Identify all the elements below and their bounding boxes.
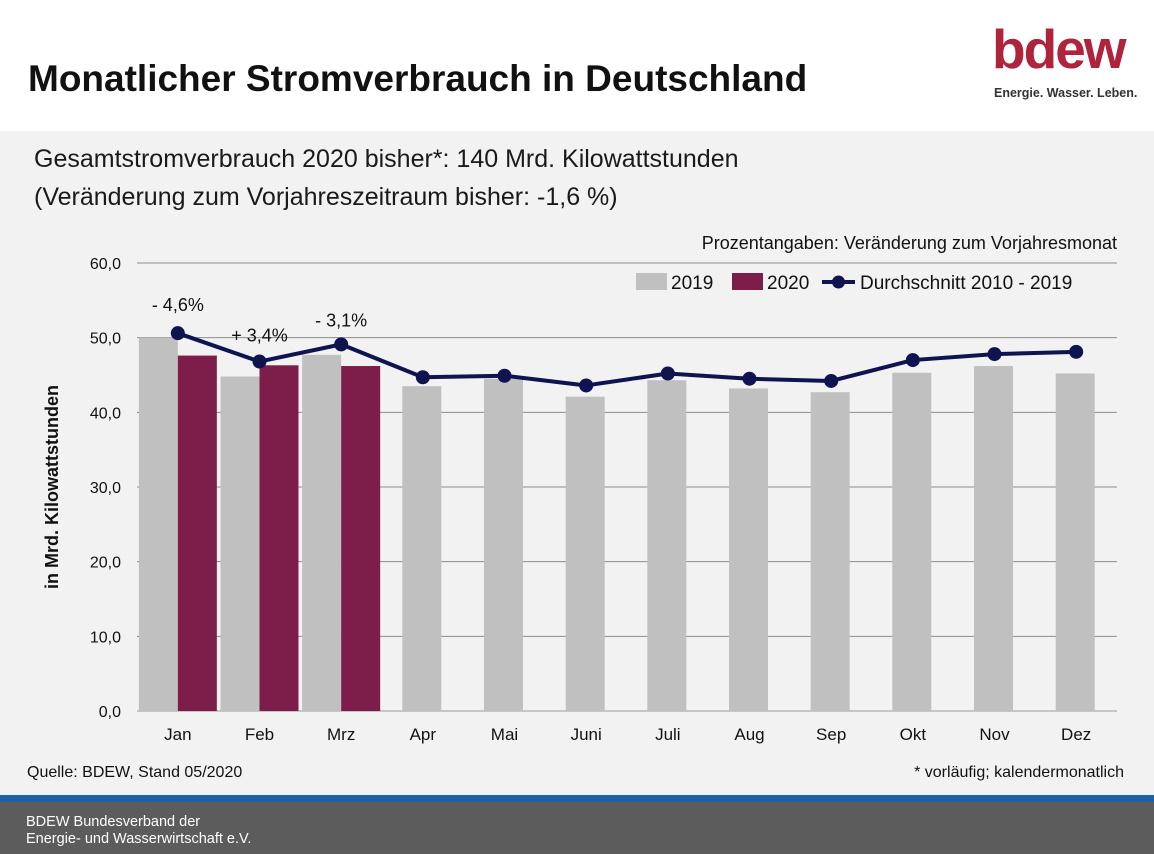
x-tick-label: Feb <box>245 725 274 744</box>
subtitle-line-2: (Veränderung zum Vorjahreszeitraum bishe… <box>34 183 618 211</box>
average-point <box>334 337 349 352</box>
page-title: Monatlicher Stromverbrauch in Deutschlan… <box>28 58 808 99</box>
average-point <box>415 370 430 385</box>
bar-2019 <box>647 380 687 711</box>
average-point <box>742 371 757 386</box>
change-annotation: + 3,4% <box>231 326 288 346</box>
x-tick-label: Apr <box>410 725 437 744</box>
legend-swatch-2020 <box>732 273 763 290</box>
x-tick-label: Mai <box>491 725 518 744</box>
footnote: * vorläufig; kalendermonatlich <box>914 764 1124 781</box>
x-tick-label: Aug <box>734 725 764 744</box>
y-tick-label: 50,0 <box>90 331 121 348</box>
footer: BDEW Bundesverband der Energie- und Wass… <box>0 802 1154 854</box>
chart-note: Prozentangaben: Veränderung zum Vorjahre… <box>702 233 1117 253</box>
bdew-logo: bdew <box>992 18 1127 80</box>
y-tick-label: 30,0 <box>90 480 121 497</box>
x-tick-label: Jan <box>164 725 191 744</box>
bar-2019 <box>810 392 850 711</box>
x-tick-label: Nov <box>979 725 1010 744</box>
bar-2019 <box>729 388 768 711</box>
bar-2019 <box>974 366 1013 711</box>
bar-2019 <box>302 354 342 711</box>
footer-accent-line <box>0 795 1154 802</box>
y-tick-label: 20,0 <box>90 555 121 572</box>
average-point <box>252 354 267 369</box>
logo-tagline: Energie. Wasser. Leben. <box>994 86 1138 100</box>
change-annotation: - 4,6% <box>152 295 204 315</box>
legend-swatch-2019 <box>636 273 667 290</box>
x-tick-label: Juli <box>655 725 681 744</box>
average-point <box>660 366 675 381</box>
header: Monatlicher Stromverbrauch in Deutschlan… <box>0 0 1154 131</box>
x-tick-label: Juni <box>571 725 602 744</box>
change-annotation: - 3,1% <box>315 310 367 330</box>
consumption-chart: 0,0 10,0 20,0 30,0 40,0 50,0 60,0 in Mrd. Kilow… <box>42 233 1117 744</box>
average-point <box>497 368 512 383</box>
y-tick-label: 10,0 <box>90 629 121 646</box>
footer-line-2: Energie- und Wasserwirtschaft e.V. <box>26 831 252 847</box>
average-point <box>170 326 185 341</box>
legend-label-average: Durchschnitt 2010 - 2019 <box>860 273 1072 294</box>
x-tick-label: Dez <box>1061 725 1091 744</box>
average-point <box>987 347 1002 362</box>
bar-2020 <box>177 355 217 711</box>
y-tick-label: 60,0 <box>90 256 121 273</box>
x-tick-label: Sep <box>816 725 846 744</box>
x-tick-label: Okt <box>900 725 927 744</box>
bar-2019 <box>565 396 605 711</box>
x-tick-label: Mrz <box>327 725 355 744</box>
bar-2020 <box>259 365 299 711</box>
subtitle-line-1: Gesamtstromverbrauch 2020 bisher*: 140 M… <box>34 145 739 173</box>
legend-label-2019: 2019 <box>671 273 713 294</box>
bar-2019 <box>892 372 932 711</box>
bar-2019 <box>1055 373 1095 711</box>
bar-2019 <box>402 386 442 711</box>
footer-line-1: BDEW Bundesverband der <box>26 814 201 830</box>
average-point <box>824 373 839 388</box>
bar-2019 <box>220 376 260 711</box>
y-tick-label: 0,0 <box>99 704 121 721</box>
average-point <box>579 378 594 393</box>
average-point <box>1069 344 1084 359</box>
bar-2019 <box>484 378 523 711</box>
y-tick-label: 40,0 <box>90 405 121 422</box>
bar-2020 <box>341 366 381 711</box>
source-note: Quelle: BDEW, Stand 05/2020 <box>27 764 243 781</box>
average-point <box>905 353 920 368</box>
y-axis-title: in Mrd. Kilowattstunden <box>42 385 62 589</box>
legend-marker-average <box>832 275 845 289</box>
average-line <box>177 331 1077 388</box>
legend-label-2020: 2020 <box>767 273 809 294</box>
bar-2019 <box>138 337 178 711</box>
